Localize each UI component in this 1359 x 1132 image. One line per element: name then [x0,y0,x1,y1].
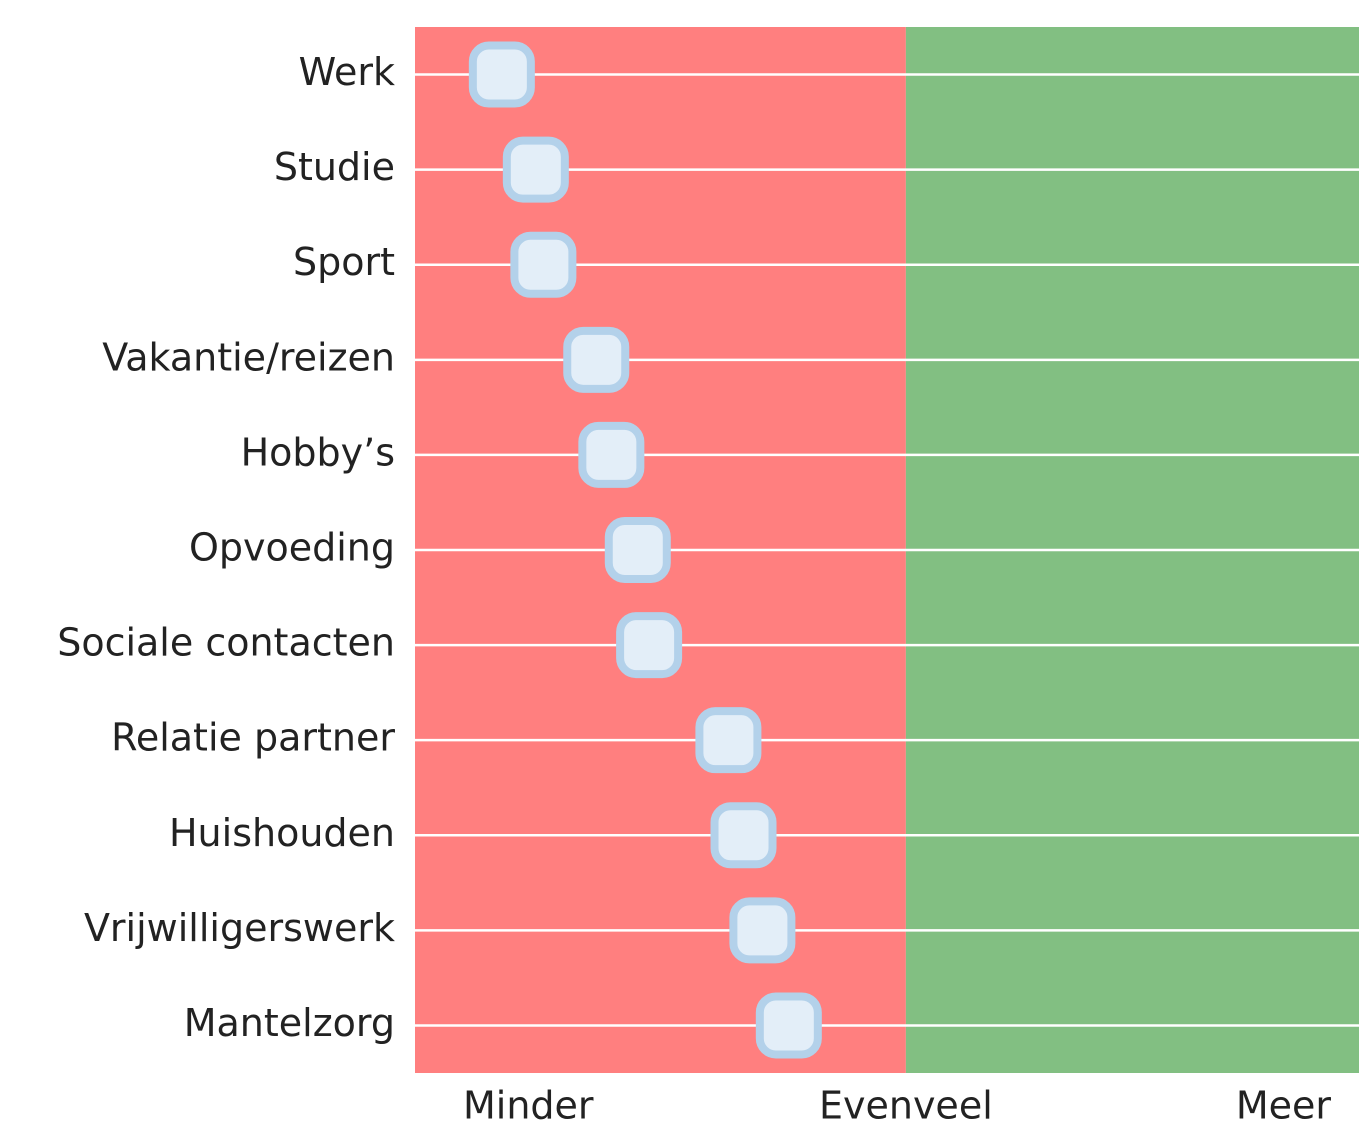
y-tick-label: Huishouden [169,811,395,855]
y-tick-label: Sociale contacten [57,621,395,665]
y-tick-label: Relatie partner [111,716,395,760]
marker [578,421,645,488]
marker [502,136,569,203]
marker [510,231,577,298]
y-tick-label: Mantelzorg [184,1001,395,1045]
y-tick-label: Werk [299,50,395,94]
marker [755,992,822,1059]
y-tick-label: Hobby’s [241,430,395,474]
y-tick-label: Vakantie/reizen [102,335,395,379]
marker [695,707,762,774]
y-tick-label: Opvoeding [189,526,395,570]
y-tick-label: Vrijwilligerswerk [84,906,395,950]
y-tick-label: Sport [293,240,395,284]
marker [710,802,777,869]
y-tick-label: Studie [274,145,395,189]
x-tick-label: Evenveel [819,1084,993,1128]
x-tick-label: Meer [1236,1084,1332,1128]
marker [468,41,535,108]
marker [563,326,630,393]
marker [616,612,683,679]
x-tick-label: Minder [463,1084,594,1128]
marker [604,517,671,583]
marker [729,897,796,964]
